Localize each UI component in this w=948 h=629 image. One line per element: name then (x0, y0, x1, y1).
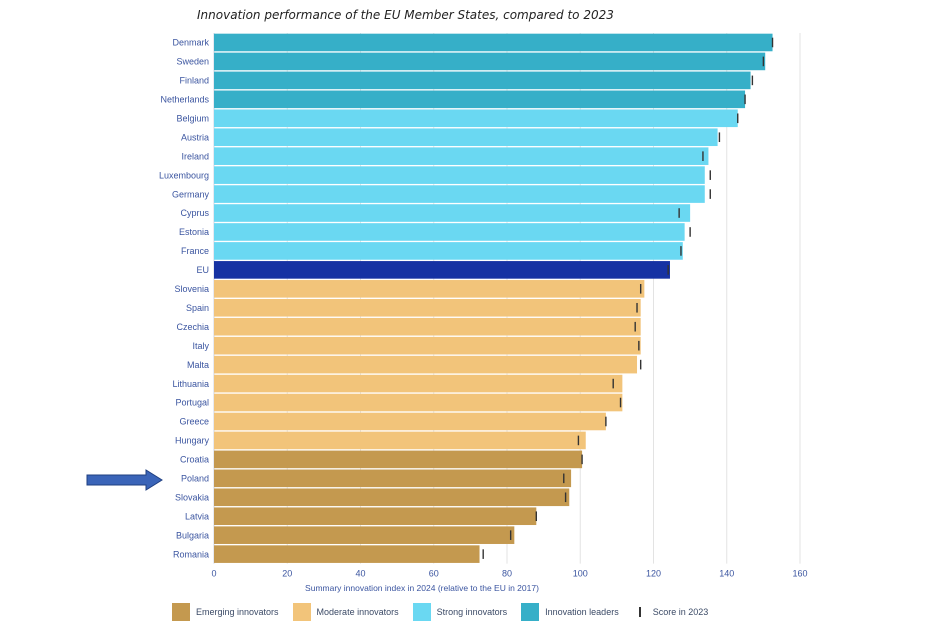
x-tick-label: 60 (429, 569, 439, 579)
x-tick-label: 80 (502, 569, 512, 579)
score-marks-layer (482, 37, 774, 559)
category-label: Netherlands (160, 95, 209, 105)
category-label: Denmark (172, 38, 209, 48)
category-label: Poland (181, 474, 209, 484)
legend-item-moderate: Moderate innovators (292, 603, 399, 621)
bar-bulgaria (214, 526, 515, 544)
bar-chart: Denmark Sweden Finland Netherlands Belgium Au… (159, 33, 808, 593)
category-label: Sweden (176, 57, 209, 67)
legend-label-leaders: Innovation leaders (545, 607, 619, 617)
right-arrow-icon (86, 469, 163, 491)
category-label: Italy (192, 341, 209, 351)
legend-swatch-strong (412, 603, 431, 621)
legend-swatch-leaders (521, 603, 540, 621)
bar-sweden (214, 52, 766, 71)
bar-denmark (214, 33, 773, 52)
category-label: Bulgaria (176, 530, 209, 540)
bar-ireland (214, 147, 709, 165)
category-label: EU (196, 265, 209, 275)
bar-netherlands (214, 90, 746, 109)
bar-greece (214, 412, 606, 431)
legend-label-score-2023: Score in 2023 (652, 607, 709, 617)
category-label: France (181, 246, 209, 256)
legend-item-emerging: Emerging innovators (172, 603, 279, 621)
legend: Emerging innovators Moderate innovators … (172, 602, 722, 622)
bar-cyprus (214, 204, 691, 222)
legend-swatch-emerging (172, 603, 190, 621)
category-label: Ireland (181, 151, 209, 161)
x-tick-label: 140 (719, 569, 734, 579)
bar-romania (214, 545, 480, 563)
category-label: Slovakia (175, 492, 209, 502)
category-label: Luxembourg (159, 170, 209, 180)
bar-finland (214, 71, 751, 90)
bar-spain (214, 298, 641, 317)
category-label: Portugal (175, 398, 209, 408)
category-label: Cyprus (180, 208, 209, 218)
bar-portugal (214, 393, 623, 412)
category-label: Croatia (180, 455, 209, 465)
category-label: Finland (179, 76, 209, 86)
category-label: Germany (172, 189, 210, 199)
category-label: Spain (186, 303, 209, 313)
category-label: Austria (181, 132, 209, 142)
category-label: Belgium (176, 113, 209, 123)
category-label: Romania (173, 549, 209, 559)
category-label: Latvia (185, 511, 209, 521)
legend-label-emerging: Emerging innovators (196, 607, 279, 617)
bar-estonia (214, 223, 685, 241)
x-tick-label: 160 (792, 569, 807, 579)
bar-hungary (214, 431, 586, 450)
category-label: Czechia (176, 322, 209, 332)
legend-swatch-moderate (292, 603, 311, 621)
bars-layer (214, 33, 773, 563)
x-tick-label: 20 (282, 569, 292, 579)
category-label: Slovenia (174, 284, 209, 294)
legend-item-leaders: Innovation leaders (521, 603, 619, 621)
legend-item-strong: Strong innovators (412, 603, 508, 621)
x-tick-label: 40 (355, 569, 365, 579)
category-label: Estonia (179, 227, 209, 237)
bar-luxembourg (214, 166, 705, 184)
score-mark-icon (638, 607, 641, 617)
legend-item-score-2023: Score in 2023 (633, 607, 709, 617)
legend-label-moderate: Moderate innovators (316, 607, 399, 617)
bar-lithuania (214, 374, 623, 393)
bar-belgium (214, 109, 738, 128)
bar-eu (214, 261, 670, 279)
bar-austria (214, 128, 718, 147)
category-label: Malta (187, 360, 209, 370)
category-label: Greece (179, 417, 209, 427)
legend-label-strong: Strong innovators (436, 607, 508, 617)
bar-croatia (214, 450, 583, 469)
x-tick-label: 0 (211, 569, 216, 579)
bar-poland (214, 469, 572, 488)
bar-slovenia (214, 280, 645, 298)
bar-germany (214, 185, 705, 203)
x-tick-label: 100 (573, 569, 588, 579)
x-axis-ticks-layer: 0 20 40 60 80 100 120 140 160 (211, 569, 807, 579)
x-axis-label: Summary innovation index in 2024 (relati… (305, 583, 539, 593)
x-tick-label: 120 (646, 569, 661, 579)
bar-latvia (214, 507, 537, 526)
bar-malta (214, 355, 638, 374)
category-label: Lithuania (172, 379, 209, 389)
category-label: Hungary (175, 436, 210, 446)
chart-title: Innovation performance of the EU Member … (197, 8, 614, 22)
bar-italy (214, 336, 641, 355)
bar-slovakia (214, 488, 570, 507)
bar-france (214, 242, 683, 260)
bar-czechia (214, 317, 641, 336)
category-labels-layer: Denmark Sweden Finland Netherlands Belgium Au… (159, 38, 210, 560)
